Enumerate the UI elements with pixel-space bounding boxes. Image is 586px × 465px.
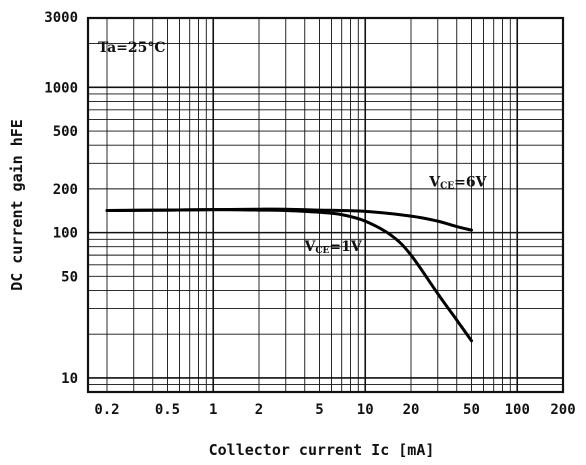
x-tick-label: 0.2 [94, 402, 119, 418]
x-tick-label: 100 [505, 402, 530, 418]
annotations: VCE=6V VCE=1V Ta=25°C [98, 40, 488, 256]
series-label-vce-1v: VCE=1V [303, 239, 362, 256]
series-label-vce-6v: VCE=6V [428, 174, 487, 191]
y-tick-labels: 10 50 100 200 500 1000 3000 [44, 10, 78, 387]
x-axis-title: Collector current Ic [mA] [209, 441, 435, 459]
y-tick-label: 100 [53, 226, 78, 242]
x-tick-label: 10 [357, 402, 374, 418]
x-tick-label: 2 [255, 402, 263, 418]
y-tick-label: 3000 [44, 10, 78, 26]
series-line-vce-1v [107, 210, 472, 341]
y-tick-label: 50 [61, 269, 78, 285]
y-axis-title: DC current gain hFE [8, 119, 26, 291]
grid-minor [88, 18, 563, 392]
grid-major [88, 18, 563, 392]
y-tick-label: 10 [61, 371, 78, 387]
series-line-vce-6v [107, 209, 472, 230]
x-tick-label: 5 [315, 402, 323, 418]
x-tick-label: 1 [209, 402, 217, 418]
x-tick-label: 50 [463, 402, 480, 418]
x-tick-label: 20 [403, 402, 420, 418]
x-tick-labels: 0.2 0.5 1 2 5 10 20 50 100 200 [94, 402, 575, 418]
series-group [107, 209, 472, 341]
annotation-temperature: Ta=25°C [98, 40, 166, 56]
x-tick-label: 200 [550, 402, 575, 418]
y-tick-label: 500 [53, 124, 78, 140]
y-tick-label: 1000 [44, 80, 78, 96]
x-tick-label: 0.5 [155, 402, 180, 418]
y-tick-label: 200 [53, 182, 78, 198]
plot-frame [88, 18, 563, 392]
